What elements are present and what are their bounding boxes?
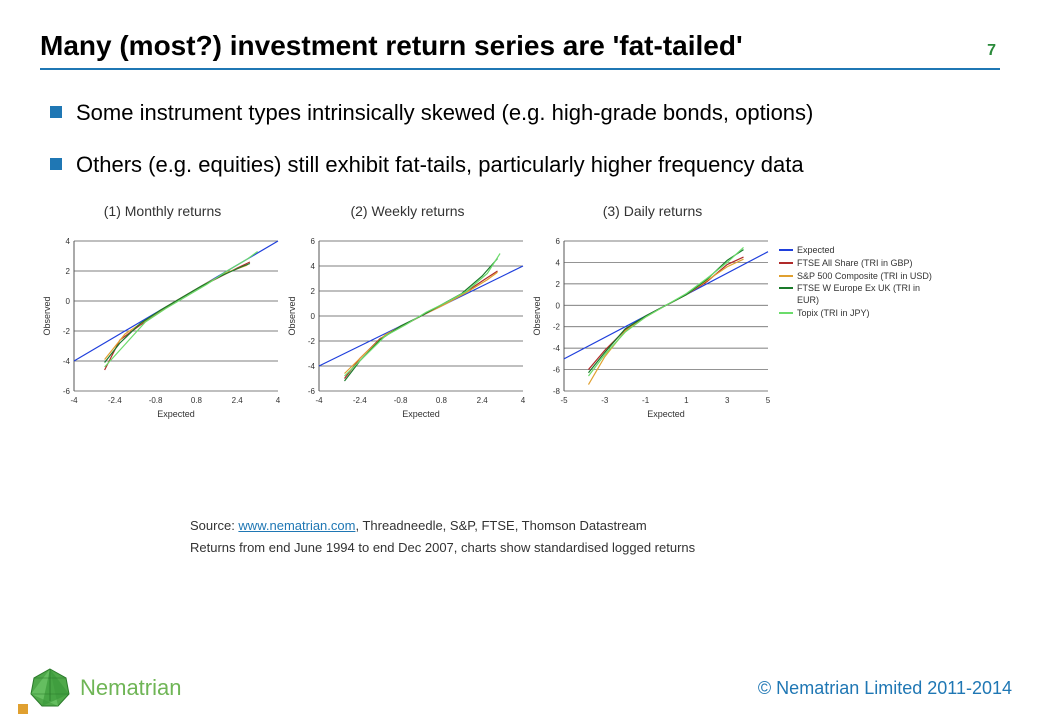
svg-text:Expected: Expected [157, 409, 195, 419]
svg-text:-5: -5 [560, 396, 568, 405]
svg-text:Observed: Observed [42, 297, 52, 336]
source-note: Returns from end June 1994 to end Dec 20… [190, 537, 1000, 559]
svg-text:-2: -2 [63, 327, 71, 336]
bullet-text: Others (e.g. equities) still exhibit fat… [76, 150, 804, 180]
svg-text:-4: -4 [315, 396, 323, 405]
svg-text:-6: -6 [63, 387, 71, 396]
legend-label: S&P 500 Composite (TRI in USD) [797, 271, 932, 283]
svg-text:-3: -3 [601, 396, 609, 405]
svg-text:-6: -6 [553, 366, 561, 375]
chart-monthly: -6-4-2024-4-2.4-0.80.82.44ExpectedObserv… [40, 233, 285, 423]
legend-label: FTSE W Europe Ex UK (TRI in EUR) [797, 283, 937, 306]
chart-daily: -8 -6 -4 -2 0 2 4 6 -5 -3 -1 1 3 5 Expected Observed [530, 233, 775, 423]
legend-swatch-icon [779, 249, 793, 251]
svg-text:4: 4 [311, 262, 316, 271]
legend-label: Topix (TRI in JPY) [797, 308, 870, 320]
copyright: © Nematrian Limited 2011-2014 [758, 678, 1012, 699]
chart-weekly: -6-4-20246-4-2.4-0.80.82.44ExpectedObser… [285, 233, 530, 423]
legend-item: S&P 500 Composite (TRI in USD) [779, 271, 937, 283]
legend-item: FTSE W Europe Ex UK (TRI in EUR) [779, 283, 937, 306]
slide-header: Many (most?) investment return series ar… [40, 30, 1000, 70]
chart-title-1: (1) Monthly returns [40, 203, 285, 219]
svg-text:0.8: 0.8 [436, 396, 448, 405]
legend-swatch-icon [779, 262, 793, 264]
source-link[interactable]: www.nematrian.com [238, 518, 355, 533]
svg-text:0: 0 [66, 297, 71, 306]
corner-square-icon [18, 704, 28, 714]
source-prefix: Source: [190, 518, 238, 533]
svg-text:2: 2 [556, 280, 561, 289]
svg-text:2: 2 [311, 287, 316, 296]
svg-text:5: 5 [766, 396, 771, 405]
chart-legend: ExpectedFTSE All Share (TRI in GBP)S&P 5… [775, 233, 937, 320]
legend-swatch-icon [779, 287, 793, 289]
svg-text:-2: -2 [553, 323, 561, 332]
svg-text:-1: -1 [642, 396, 650, 405]
svg-text:-0.8: -0.8 [394, 396, 408, 405]
legend-label: FTSE All Share (TRI in GBP) [797, 258, 913, 270]
page-number: 7 [987, 42, 996, 60]
svg-text:2.4: 2.4 [232, 396, 244, 405]
svg-text:0: 0 [311, 312, 316, 321]
svg-text:Observed: Observed [287, 297, 297, 336]
svg-text:-8: -8 [553, 387, 561, 396]
brand-logo-icon [28, 666, 72, 710]
svg-text:0.8: 0.8 [191, 396, 203, 405]
brand-name: Nematrian [80, 675, 181, 701]
legend-label: Expected [797, 245, 835, 257]
bullet-list: Some instrument types intrinsically skew… [50, 98, 1000, 179]
legend-item: FTSE All Share (TRI in GBP) [779, 258, 937, 270]
svg-text:-0.8: -0.8 [149, 396, 163, 405]
chart-title-3: (3) Daily returns [530, 203, 775, 219]
svg-text:2: 2 [66, 267, 71, 276]
svg-text:-6: -6 [308, 387, 316, 396]
source-suffix: , Threadneedle, S&P, FTSE, Thomson Datas… [355, 518, 646, 533]
svg-text:Expected: Expected [647, 409, 685, 419]
svg-text:3: 3 [725, 396, 730, 405]
source-block: Source: www.nematrian.com, Threadneedle,… [190, 515, 1000, 559]
svg-text:-2.4: -2.4 [108, 396, 122, 405]
svg-text:-4: -4 [63, 357, 71, 366]
svg-text:-4: -4 [70, 396, 78, 405]
svg-text:4: 4 [276, 396, 281, 405]
svg-text:4: 4 [521, 396, 526, 405]
legend-item: Expected [779, 245, 937, 257]
svg-text:Observed: Observed [532, 297, 542, 336]
charts-area: (1) Monthly returns (2) Weekly returns (… [40, 203, 1000, 503]
legend-item: Topix (TRI in JPY) [779, 308, 937, 320]
svg-text:4: 4 [66, 237, 71, 246]
bullet-marker-icon [50, 158, 62, 170]
brand: Nematrian [28, 666, 181, 710]
bullet-text: Some instrument types intrinsically skew… [76, 98, 813, 128]
svg-text:6: 6 [556, 237, 561, 246]
chart-title-2: (2) Weekly returns [285, 203, 530, 219]
bullet-marker-icon [50, 106, 62, 118]
svg-text:-2.4: -2.4 [353, 396, 367, 405]
legend-swatch-icon [779, 275, 793, 277]
svg-text:-4: -4 [553, 345, 561, 354]
bullet-item: Others (e.g. equities) still exhibit fat… [50, 150, 1000, 180]
svg-text:Expected: Expected [402, 409, 440, 419]
svg-text:-2: -2 [308, 337, 316, 346]
svg-text:2.4: 2.4 [477, 396, 489, 405]
svg-text:6: 6 [311, 237, 316, 246]
bullet-item: Some instrument types intrinsically skew… [50, 98, 1000, 128]
svg-text:0: 0 [556, 302, 561, 311]
svg-text:4: 4 [556, 259, 561, 268]
slide-footer: Nematrian © Nematrian Limited 2011-2014 [0, 666, 1040, 710]
legend-swatch-icon [779, 312, 793, 314]
svg-text:1: 1 [684, 396, 689, 405]
slide-title: Many (most?) investment return series ar… [40, 30, 743, 62]
svg-text:-4: -4 [308, 362, 316, 371]
